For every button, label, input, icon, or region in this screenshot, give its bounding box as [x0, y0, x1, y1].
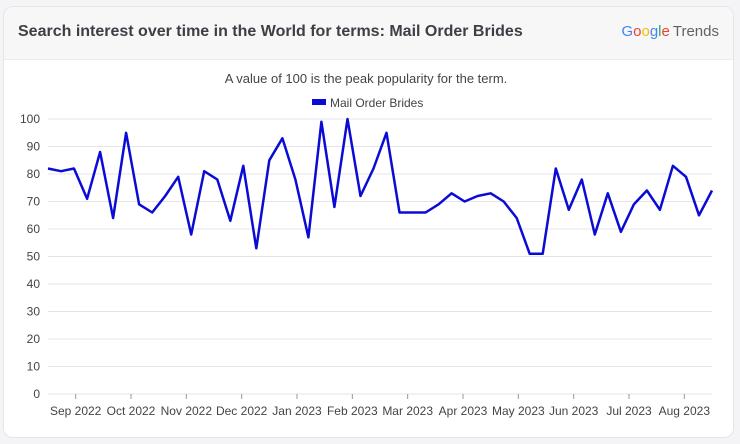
x-tick-label: Mar 2023: [382, 404, 433, 418]
x-tick-label: Jan 2023: [272, 404, 322, 418]
y-tick-label: 100: [20, 112, 40, 126]
x-tick-label: Sep 2022: [50, 404, 102, 418]
y-tick-label: 90: [27, 140, 41, 154]
series-layer: [47, 117, 714, 256]
legend-swatch: [312, 99, 326, 105]
chart-header-title: Search interest over time in the World f…: [18, 23, 523, 40]
y-tick-label: 20: [27, 332, 41, 346]
legend-label: Mail Order Brides: [330, 96, 423, 110]
y-tick-label: 10: [27, 360, 41, 374]
y-tick-label: 40: [27, 277, 41, 291]
x-tick-label: Jun 2023: [549, 404, 599, 418]
y-tick-label: 50: [27, 250, 41, 264]
tick-layer: 0 10 20 30 40 50 60 70 80 90 100 Sep 2022 Oct 2022 No…: [20, 112, 710, 418]
x-tick-label: Dec 2022: [216, 404, 268, 418]
x-tick-label: Feb 2023: [327, 404, 378, 418]
y-tick-label: 60: [27, 222, 41, 236]
x-tick-label: Oct 2022: [107, 404, 156, 418]
series-line-mail-order-brides: [47, 117, 714, 256]
x-tick-label: Apr 2023: [439, 404, 488, 418]
y-tick-label: 30: [27, 305, 41, 319]
y-tick-label: 80: [27, 167, 41, 181]
y-tick-label: 70: [27, 195, 41, 209]
x-tick-label: Nov 2022: [161, 404, 213, 418]
chart-subtitle: A value of 100 is the peak popularity fo…: [225, 71, 508, 86]
google-trends-logo: Google Trends: [621, 23, 719, 40]
x-tick-label: Jul 2023: [606, 404, 652, 418]
grid-layer: [48, 118, 712, 395]
x-tick-label: May 2023: [492, 404, 545, 418]
y-tick-label: 0: [33, 387, 40, 401]
chart-header: Search interest over time in the World f…: [4, 7, 733, 60]
x-tick-label: Aug 2023: [659, 404, 711, 418]
